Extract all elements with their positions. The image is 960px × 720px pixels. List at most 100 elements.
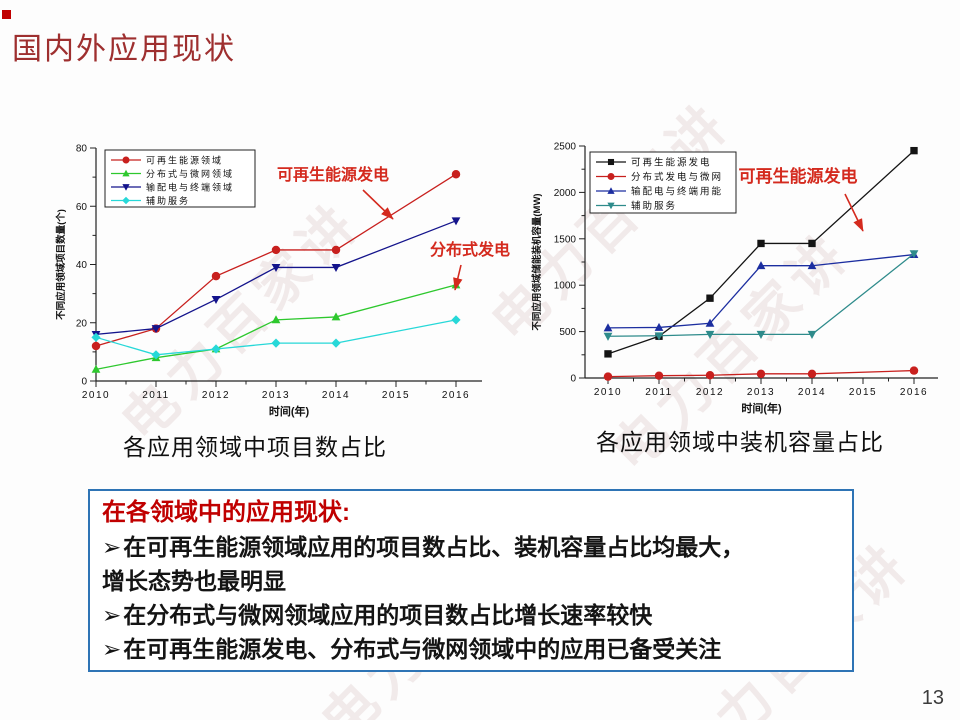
marker-triangle-down [451,217,461,226]
y-tick-label: 60 [76,202,88,213]
axis-ticks: 0 20 40 60 80 2010 2011 2012 2013 2014 2015 2016 [76,144,470,402]
y-tick-label: 20 [76,318,88,329]
marker-square [757,239,765,248]
series-输配电与终端领域 [91,217,461,339]
y-tick-label: 40 [76,260,88,271]
legend-label: 分布式与微网领域 [146,168,234,179]
annotation-text: 分布式发电 [430,240,510,259]
bullet-arrow-icon: ➢ [102,602,122,628]
x-tick-label: 2014 [322,390,350,401]
left-chart-caption: 各应用领域中项目数占比 [123,434,387,460]
series-可再生能源领域 [91,169,461,351]
x-tick-label: 2012 [696,387,724,398]
annotation: 分布式发电 [430,240,510,291]
summary-bullet: ➢在可再生能源发电、分布式与微网领域中的应用已备受关注 [102,632,840,666]
marker-triangle-down [122,184,130,191]
summary-box: 在各领域中的应用现状: ➢在可再生能源领域应用的项目数占比、装机容量占比均最大，… [88,489,854,672]
series-分布式发电与微网 [603,366,919,381]
y-tick-label: 1500 [554,234,577,245]
x-axis-label: 时间(年) [269,404,310,418]
marker-square [910,146,918,155]
summary-bullet: ➢在可再生能源领域应用的项目数占比、装机容量占比均最大， [102,530,840,564]
right-chart-caption: 各应用领域中装机容量占比 [596,429,884,455]
marker-square [604,350,612,358]
marker-triangle-up [654,322,664,331]
summary-heading: 在各领域中的应用现状: [102,499,350,526]
x-tick-label: 2011 [142,390,170,401]
marker-triangle-down [271,263,281,273]
summary-bullet: ➢在分布式与微网领域应用的项目数占比增长速率较快 [102,598,840,632]
series-辅助服务 [603,250,919,341]
marker-triangle-down [654,332,664,341]
marker-triangle-down [603,332,613,341]
x-tick-label: 2011 [645,387,673,398]
marker-triangle-down [807,330,817,339]
x-tick-label: 2016 [442,390,470,401]
marker-triangle-down [756,330,766,339]
y-tick-label: 80 [76,144,88,155]
y-tick-label: 0 [570,374,576,385]
annotation: 可再生能源发电 [277,165,394,220]
marker-triangle-up [705,318,715,327]
y-tick-label: 500 [559,327,576,338]
y-tick-label: 0 [81,377,87,388]
marker-triangle-up [91,364,101,373]
capacity-line-chart: 0 500 1000 1500 2000 2500 2010 2011 2012 2013 2014… [531,142,938,415]
marker-diamond [91,332,101,342]
series-分布式与微网领域 [91,280,461,373]
bullet-text: 增长态势也最明显 [102,568,286,594]
marker-circle [603,372,613,381]
legend-label: 可再生能源领域 [146,154,223,165]
legend-label: 输配电与终端领域 [146,181,234,192]
marker-triangle-down [909,250,919,259]
marker-triangle-up [607,187,615,194]
y-tick-label: 1000 [554,281,577,292]
summary-bullet-continuation: 增长态势也最明显 [102,564,840,598]
x-tick-label: 2015 [849,387,877,398]
marker-circle [122,156,130,164]
x-tick-label: 2012 [202,390,230,401]
marker-triangle-up [331,312,341,321]
bullet-arrow-icon: ➢ [102,534,122,560]
x-tick-label: 2013 [262,390,290,401]
bullet-text: 在可再生能源发电、分布式与微网领域中的应用已备受关注 [123,636,722,662]
marker-circle [607,173,615,180]
marker-circle [271,245,281,255]
marker-square [607,158,615,166]
projects-line-chart: 0 20 40 60 80 2010 2011 2012 2013 2014 2015 2016 时间(… [55,144,510,419]
marker-triangle-up [807,261,817,270]
legend-label: 可再生能源发电 [631,156,712,168]
marker-diamond [331,338,341,348]
marker-triangle-down [211,296,221,305]
corner-red-mark [2,10,11,19]
y-axis-label: 不同应用领域项目数量(个) [55,209,67,320]
x-tick-label: 2014 [798,387,826,398]
marker-triangle-up [122,169,130,177]
y-axis-label: 不同应用领域储能装机容量(MW) [531,193,543,330]
bullet-text: 在分布式与微网领域应用的项目数占比增长速率较快 [123,602,653,628]
marker-diamond [151,350,161,360]
marker-circle [807,369,817,379]
marker-circle [331,245,341,255]
marker-circle [91,341,101,351]
marker-triangle-down [705,330,715,339]
annotation: 可再生能源发电 [739,166,864,232]
x-tick-label: 2010 [594,387,622,398]
legend-label: 输配电与终端用能 [631,185,723,197]
page-number: 13 [921,687,944,709]
legend-label: 辅助服务 [146,195,190,206]
marker-circle [451,169,461,179]
x-tick-label: 2010 [82,390,110,401]
marker-square [706,294,714,302]
marker-circle [705,370,715,380]
legend-label: 辅助服务 [631,200,677,212]
marker-triangle-up [271,315,281,324]
marker-circle [909,366,919,375]
bullet-text: 在可再生能源领域应用的项目数占比、装机容量占比均最大， [123,534,745,560]
bullet-arrow-icon: ➢ [102,636,122,662]
marker-circle [756,369,766,379]
axis-ticks: 0 500 1000 1500 2000 2500 2010 2011 2012 2013 2014… [554,142,928,399]
x-tick-label: 2016 [900,387,928,398]
series-输配电与终端用能 [603,249,919,332]
